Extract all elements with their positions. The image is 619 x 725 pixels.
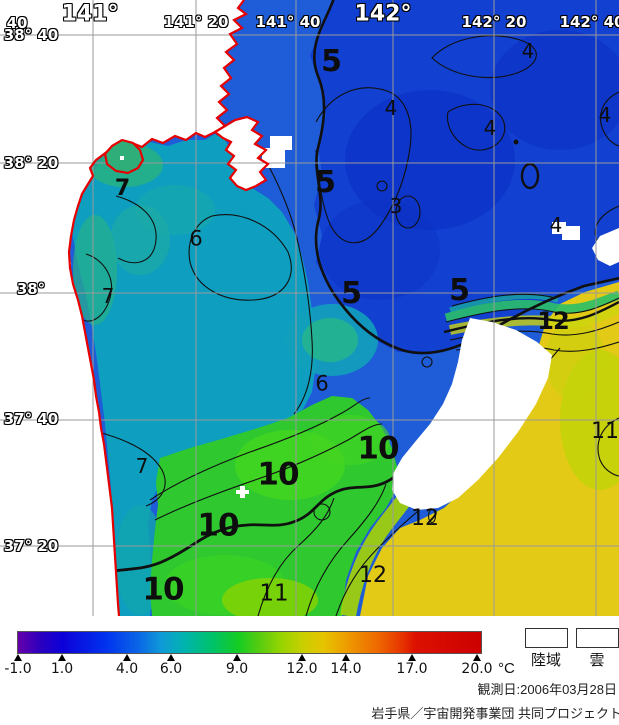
colorbar-tick-marker: [167, 654, 175, 661]
colorbar-tick-marker: [473, 654, 481, 661]
contour-label: 4: [521, 39, 535, 63]
colorbar-tick-label: 12.0: [286, 661, 318, 677]
map-canvas: [0, 0, 619, 616]
contour-label: 4: [549, 213, 563, 237]
legend-label-cloud: 雲: [589, 652, 605, 669]
axis-label-latitude: 38° 20: [3, 154, 59, 172]
contour-label: 4: [384, 96, 398, 120]
legend-swatch-cloud: [576, 628, 619, 648]
contour-label: 10: [257, 456, 299, 493]
contour-label: 4: [483, 116, 497, 140]
axis-label-longitude: 141°: [61, 1, 119, 27]
axis-label-latitude: 37° 40: [3, 410, 59, 428]
colorbar-tick-label: 4.0: [115, 661, 139, 677]
colorbar-tick-marker: [408, 654, 416, 661]
credit-text: 岩手県／宇宙開発事業団 共同プロジェクト: [371, 706, 619, 721]
colorbar-tick-label: 20.0: [461, 661, 493, 677]
sea-surface-temperature-map: 5 5 5 5 4 4 4 4 4 3 6 6 7 7 7 10 10 10 1…: [0, 0, 619, 616]
colorbar-tick-label: 6.0: [159, 661, 183, 677]
contour-label: 10: [197, 507, 239, 544]
axis-label-latitude: 38° 40: [3, 26, 59, 44]
colorbar-tick-marker: [233, 654, 241, 661]
contour-label: 5: [341, 276, 362, 311]
contour-label: 12: [359, 563, 387, 588]
cloud-layer: [58, 136, 619, 510]
colorbar-unit: °C: [498, 660, 515, 677]
contour-label: 6: [189, 226, 203, 251]
grid-layer: [0, 0, 619, 616]
axis-label-longitude: 142° 20: [461, 13, 527, 31]
observation-point-marker: [120, 156, 249, 498]
contour-label: 4: [598, 103, 612, 127]
legend-panel: -1.0 1.0 4.0 6.0 9.0 12.0 14.0 17.0 20.0…: [0, 616, 619, 725]
colorbar-tick-label: 1.0: [50, 661, 74, 677]
colorbar-tick-marker: [14, 654, 22, 661]
colorbar-tick-label: 9.0: [225, 661, 249, 677]
colorbar-tick-marker: [123, 654, 131, 661]
contour-label: 7: [101, 284, 115, 308]
colorbar-tick-marker: [58, 654, 66, 661]
contour-label: 11: [259, 580, 289, 607]
contour-label: 7: [135, 454, 149, 478]
temperature-colorbar: [17, 631, 482, 654]
contour-label: 5: [449, 273, 470, 308]
contour-label: 12: [537, 307, 569, 335]
observation-date: 観測日:2006年03月28日: [477, 682, 617, 697]
land-layer: [0, 0, 268, 616]
axis-label-latitude: 38°: [16, 280, 46, 298]
legend-label-land: 陸域: [530, 652, 562, 669]
axis-label-longitude: 141° 20: [163, 13, 229, 31]
axis-label-longitude: 142°: [354, 1, 412, 27]
axis-label-longitude: 40: [6, 14, 28, 32]
colorbar-tick-marker: [298, 654, 306, 661]
contour-label: 5: [315, 165, 336, 200]
contour-label: 12: [411, 506, 439, 531]
colorbar-tick-label: -1.0: [4, 661, 32, 677]
axis-label-longitude: 141° 40: [255, 13, 321, 31]
contour-label: 6: [315, 371, 329, 396]
contour-label: 11: [591, 419, 619, 444]
legend-swatch-land: [525, 628, 568, 648]
contour-label: 3: [389, 194, 403, 218]
contour-label: 10: [357, 430, 399, 467]
contour-label: 5: [321, 44, 342, 79]
sea-layer: [0, 0, 619, 616]
axis-label-longitude: 142° 40: [559, 13, 619, 31]
contour-label: 7: [114, 176, 130, 201]
contour-label: 10: [142, 571, 184, 608]
colorbar-tick-label: 14.0: [330, 661, 362, 677]
axis-label-latitude: 37° 20: [3, 537, 59, 555]
colorbar-tick-marker: [342, 654, 350, 661]
colorbar-tick-label: 17.0: [396, 661, 428, 677]
